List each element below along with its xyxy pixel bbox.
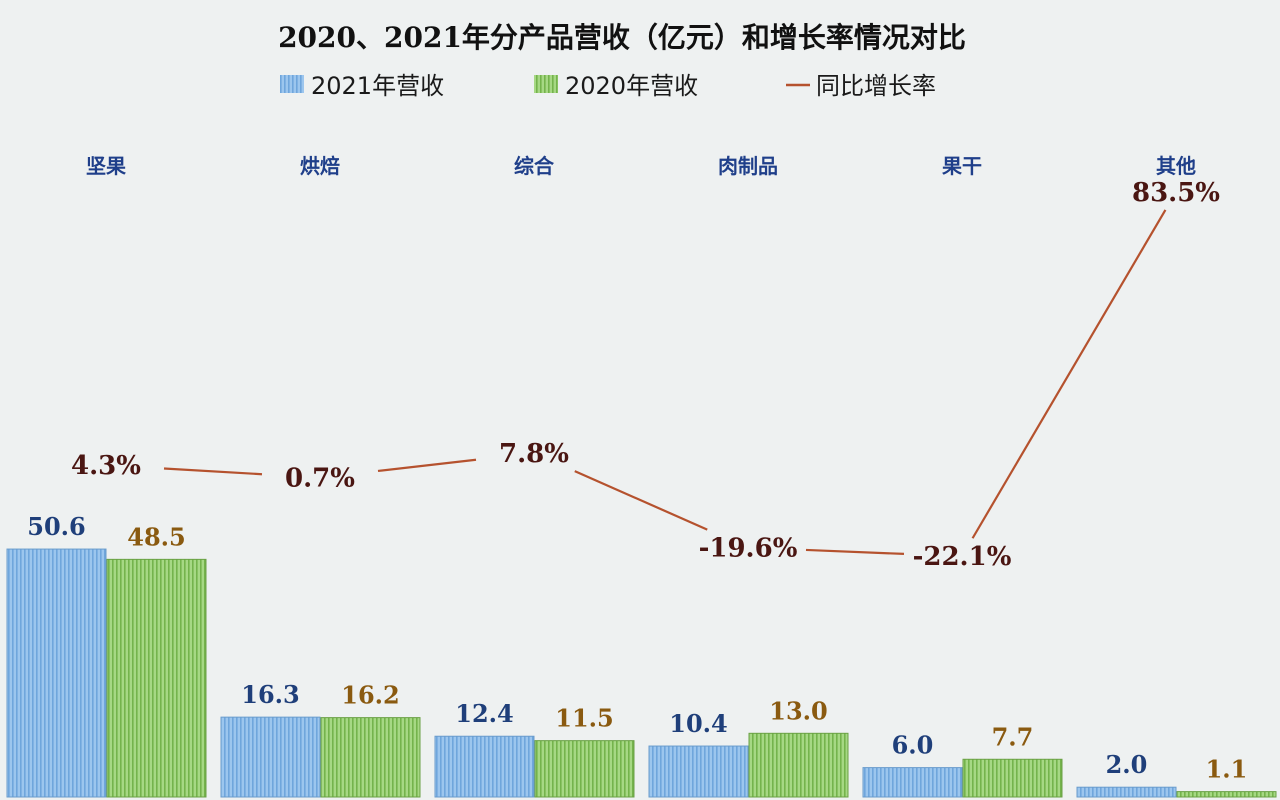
bar-2020-6 — [1176, 791, 1277, 798]
value-label-2020-3: 11.5 — [555, 704, 613, 733]
growth-line-segment-4 — [805, 548, 905, 556]
bar-2021-2 — [220, 716, 321, 798]
growth-line-segment-3 — [574, 470, 708, 531]
growth-line-segment-2 — [377, 458, 477, 473]
bar-2021-4 — [648, 745, 749, 798]
value-label-2021-1: 50.6 — [27, 512, 85, 541]
legend-swatch-2020 — [534, 75, 558, 93]
growth-line — [163, 209, 1167, 556]
value-label-2020-4: 13.0 — [769, 696, 827, 725]
bar-2021-6 — [1076, 786, 1177, 798]
growth-label-4: -19.6% — [699, 534, 798, 564]
bar-2020-2 — [320, 717, 421, 798]
growth-line-segment-1 — [163, 467, 263, 476]
growth-label-6: 83.5% — [1132, 178, 1220, 208]
growth-label-2: 0.7% — [285, 464, 355, 494]
growth-line-segment-5 — [971, 209, 1167, 539]
value-label-2020-6: 1.1 — [1206, 755, 1248, 784]
category-label-3: 综合 — [514, 154, 555, 178]
value-label-2021-4: 10.4 — [669, 709, 727, 738]
category-label-6: 其他 — [1156, 154, 1196, 178]
legend-label-2021: 2021年营收 — [311, 72, 444, 100]
value-label-2020-1: 48.5 — [127, 522, 185, 551]
value-label-2021-3: 12.4 — [455, 699, 513, 728]
legend-swatch-2021 — [280, 75, 304, 93]
growth-label-5: -22.1% — [913, 542, 1012, 572]
category-label-5: 果干 — [942, 154, 982, 178]
bar-2020-1 — [106, 558, 207, 798]
value-label-2021-6: 2.0 — [1106, 750, 1148, 779]
bars — [6, 548, 1277, 798]
value-label-2020-5: 7.7 — [992, 722, 1034, 751]
category-labels: 坚果 烘焙 综合 肉制品 果干 其他 — [86, 154, 1196, 178]
legend-label-2020: 2020年营收 — [565, 72, 698, 100]
bar-2020-3 — [534, 740, 635, 798]
value-label-2021-5: 6.0 — [892, 731, 934, 760]
growth-label-3: 7.8% — [499, 439, 569, 469]
bar-2021-1 — [6, 548, 107, 798]
value-labels: 50.6 48.5 16.3 16.2 12.4 11.5 10.4 13.0 6.0 7.7 2.… — [27, 178, 1247, 784]
bar-2020-5 — [962, 758, 1063, 798]
category-label-2: 烘焙 — [300, 154, 340, 178]
growth-label-1: 4.3% — [71, 451, 141, 481]
bar-2021-3 — [434, 735, 535, 798]
value-label-2021-2: 16.3 — [241, 680, 299, 709]
category-label-1: 坚果 — [86, 154, 126, 178]
legend-label-growth: 同比增长率 — [816, 72, 936, 100]
legend: 2021年营收 2020年营收 同比增长率 — [280, 72, 936, 100]
chart-title: 2020、2021年分产品营收（亿元）和增长率情况对比 — [278, 21, 966, 54]
bar-2020-4 — [748, 732, 849, 798]
category-label-4: 肉制品 — [718, 154, 778, 178]
bar-2021-5 — [862, 767, 963, 798]
value-label-2020-2: 16.2 — [341, 681, 399, 710]
